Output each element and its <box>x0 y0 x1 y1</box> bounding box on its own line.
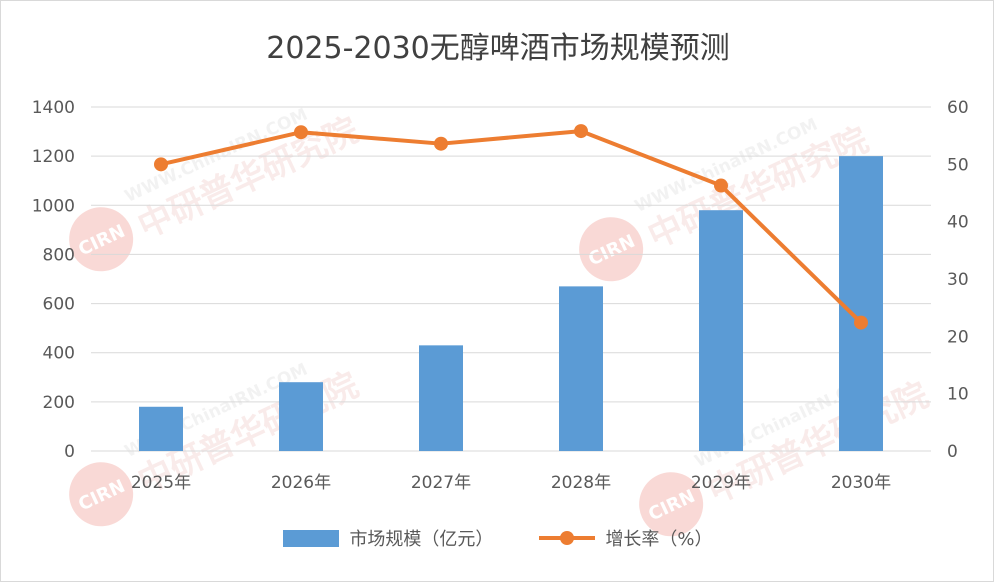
y-left-tick-label: 1000 <box>32 196 75 216</box>
bar <box>559 286 603 451</box>
bar <box>139 406 183 451</box>
line-point <box>434 136 448 151</box>
y-left-tick-label: 1400 <box>32 98 75 118</box>
x-tick-label: 2028年 <box>551 473 611 493</box>
x-tick-label: 2030年 <box>831 473 891 493</box>
legend-item-line: 增长率（%） <box>539 525 713 551</box>
line-point <box>154 157 168 172</box>
chart-title: 2025-2030无醇啤酒市场规模预测 <box>266 31 730 66</box>
x-tick-label: 2027年 <box>411 473 471 493</box>
bar <box>699 210 743 451</box>
y-left-tick-label: 0 <box>64 442 75 462</box>
line-point <box>574 124 588 139</box>
legend: 市场规模（亿元） 增长率（%） <box>1 525 994 551</box>
y-right-tick-label: 20 <box>947 327 969 347</box>
y-right-tick-label: 0 <box>947 442 958 462</box>
axes: 0 200 400 600 800 1000 1200 1400 0 10 20 30 40 50 60 20… <box>32 98 969 493</box>
line-point <box>714 178 728 193</box>
watermark-logo-icon <box>639 472 704 537</box>
line-point <box>854 315 868 330</box>
watermark-logo-icon <box>69 207 134 272</box>
x-tick-label: 2029年 <box>691 473 751 493</box>
y-right-tick-label: 10 <box>947 385 969 405</box>
legend-swatch-line <box>539 531 596 545</box>
bar <box>839 156 883 451</box>
legend-swatch-bar <box>283 529 340 547</box>
y-left-tick-label: 600 <box>43 295 75 315</box>
y-right-tick-label: 60 <box>947 98 969 118</box>
y-left-tick-label: 400 <box>43 344 75 364</box>
y-left-tick-label: 800 <box>43 245 75 265</box>
legend-label-bar: 市场规模（亿元） <box>349 529 494 550</box>
y-right-tick-label: 50 <box>947 155 969 175</box>
y-left-tick-label: 1200 <box>32 147 75 167</box>
legend-label-line: 增长率（%） <box>605 529 713 550</box>
legend-item-bar: 市场规模（亿元） <box>283 525 493 551</box>
y-right-tick-label: 40 <box>947 213 969 233</box>
bar <box>279 382 323 451</box>
line-path <box>160 129 863 325</box>
x-tick-label: 2025年 <box>131 473 191 493</box>
watermark-logo-icon <box>579 217 644 282</box>
line-point <box>294 125 308 140</box>
line-series <box>154 124 868 330</box>
watermark-logo-icon <box>69 462 134 527</box>
bar <box>419 345 463 451</box>
x-tick-label: 2026年 <box>271 473 331 493</box>
y-right-tick-label: 30 <box>947 270 969 290</box>
y-left-tick-label: 200 <box>43 393 75 413</box>
bar-series <box>139 156 883 451</box>
